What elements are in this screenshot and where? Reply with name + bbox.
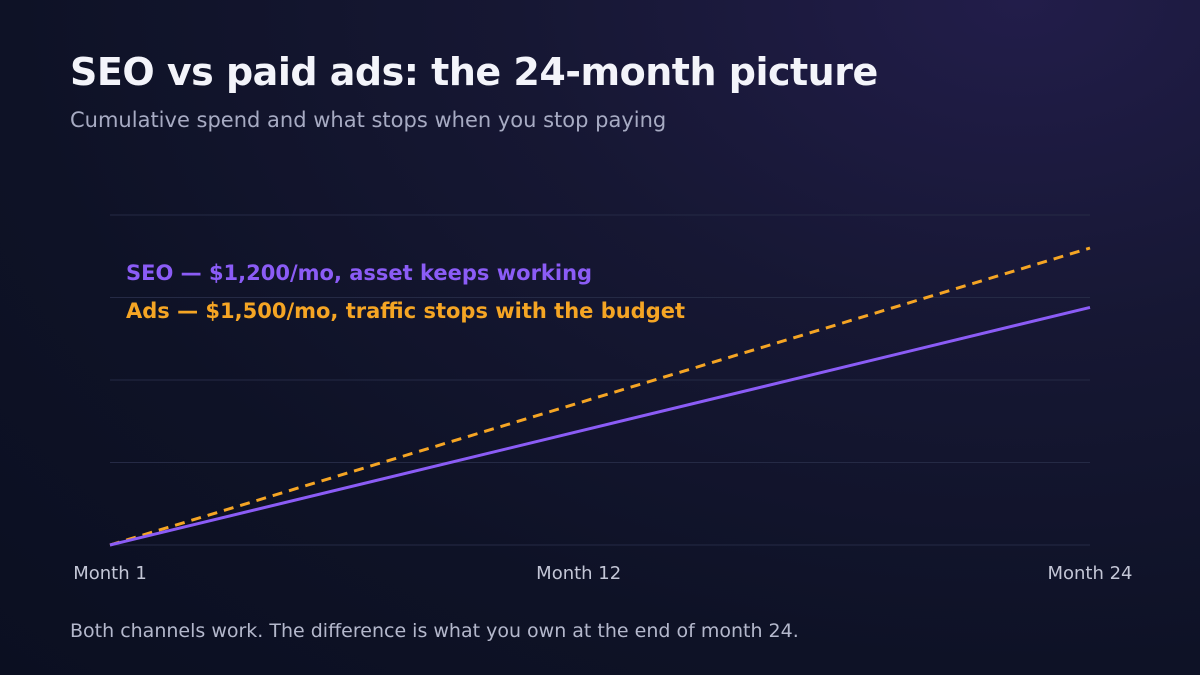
x-tick-label: Month 24 — [1047, 563, 1132, 584]
seo-series-line — [109, 305, 1091, 547]
legend-seo-label: SEO — $1,200/mo, asset keeps working — [126, 261, 592, 285]
footer-note: Both channels work. The difference is wh… — [70, 620, 799, 642]
x-tick-label: Month 12 — [536, 563, 621, 584]
chart-subtitle: Cumulative spend and what stops when you… — [70, 108, 667, 132]
x-tick-label: Month 1 — [73, 563, 147, 584]
ads-series-line — [109, 246, 1091, 547]
series-lines — [109, 246, 1091, 547]
legend-ads-label: Ads — $1,500/mo, traffic stops with the … — [126, 299, 685, 323]
chart-title: SEO vs paid ads: the 24-month picture — [70, 50, 878, 94]
legend: SEO — $1,200/mo, asset keeps working Ads … — [126, 261, 685, 323]
x-axis-ticks: Month 1 Month 12 Month 24 — [73, 563, 1132, 584]
